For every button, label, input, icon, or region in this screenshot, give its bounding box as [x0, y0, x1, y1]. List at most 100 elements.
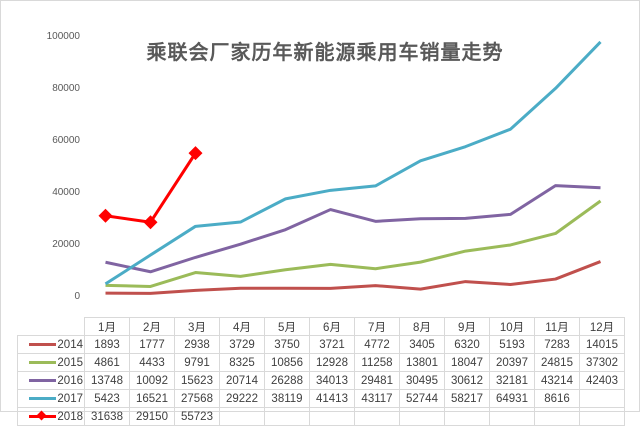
legend-entry: 2018 [17, 407, 85, 426]
table-cell: 31638 [84, 407, 130, 426]
legend-line-icon [29, 410, 57, 421]
table-cell: 29150 [129, 407, 175, 426]
table-cell: 1893 [84, 335, 130, 354]
table-cell: 29481 [354, 371, 400, 390]
table-cell: 55723 [174, 407, 220, 426]
data-table: 1月 2月 3月 4月 5月 6月 7月 8月 9月 10月 11月 12月 2014 1893 1777… [17, 317, 625, 426]
diamond-marker-icon [98, 208, 113, 223]
table-cell: 20397 [489, 353, 535, 372]
legend-entry: 2017 [17, 389, 85, 408]
table-cell: 64931 [489, 389, 535, 408]
legend-label: 2016 [57, 374, 83, 387]
chart-title: 乘联会厂家历年新能源乘用车销量走势 [146, 42, 504, 64]
series-line-2015 [105, 199, 602, 288]
table-cell: 30612 [444, 371, 490, 390]
diamond-marker-icon [188, 146, 203, 161]
table-cell: 10092 [129, 371, 175, 390]
table-row: 2015 4861 4433 9791 8325 10856 12928 11258 13801… [17, 353, 625, 372]
y-tick-label: 40000 [52, 187, 80, 198]
y-tick-label: 100000 [46, 31, 80, 42]
table-cell [354, 407, 400, 426]
table-cell: 42403 [579, 371, 625, 390]
table-cell [579, 389, 625, 408]
column-header: 4月 [219, 317, 265, 336]
column-header: 2月 [129, 317, 175, 336]
table-cell: 5193 [489, 335, 535, 354]
legend-line-icon [29, 342, 57, 346]
column-header: 10月 [489, 317, 535, 336]
table-cell: 2938 [174, 335, 220, 354]
table-cell: 11258 [354, 353, 400, 372]
table-cell: 3750 [264, 335, 310, 354]
table-cell [489, 407, 535, 426]
table-cell [399, 407, 445, 426]
legend-line-icon [29, 378, 57, 382]
column-header: 3月 [174, 317, 220, 336]
series-line-2017 [104, 40, 602, 286]
diamond-marker-icon [143, 215, 158, 230]
table-cell: 4772 [354, 335, 400, 354]
table-cell [579, 407, 625, 426]
table-cell: 34013 [309, 371, 355, 390]
table-cell: 32181 [489, 371, 535, 390]
table-cell [534, 407, 580, 426]
legend-entry: 2014 [17, 335, 85, 354]
table-cell: 41413 [309, 389, 355, 408]
table-row: 2014 1893 1777 2938 3729 3750 3721 4772 3405 6320… [17, 335, 625, 354]
y-tick-label: 0 [74, 291, 80, 302]
table-cell: 10856 [264, 353, 310, 372]
table-cell [264, 407, 310, 426]
table-cell: 6320 [444, 335, 490, 354]
column-header: 1月 [84, 317, 130, 336]
table-cell: 15623 [174, 371, 220, 390]
table-cell: 26288 [264, 371, 310, 390]
table-cell: 3405 [399, 335, 445, 354]
table-cell: 7283 [534, 335, 580, 354]
table-row: 2017 5423 16521 27568 29222 38119 41413 43117 52… [17, 389, 625, 408]
legend-label: 2014 [57, 338, 83, 351]
table-cell: 1777 [129, 335, 175, 354]
y-tick-label: 60000 [52, 135, 80, 146]
table-cell: 13748 [84, 371, 130, 390]
column-header: 7月 [354, 317, 400, 336]
legend-entry: 2015 [17, 353, 85, 372]
table-cell: 3729 [219, 335, 265, 354]
table-corner [17, 317, 85, 336]
table-cell: 14015 [579, 335, 625, 354]
column-header: 11月 [534, 317, 580, 336]
table-cell: 5423 [84, 389, 130, 408]
table-cell [309, 407, 355, 426]
table-cell: 30495 [399, 371, 445, 390]
legend-label: 2017 [57, 392, 83, 405]
table-cell: 8616 [534, 389, 580, 408]
y-tick-label: 80000 [52, 83, 80, 94]
legend-entry: 2016 [17, 371, 85, 390]
table-row: 2016 13748 10092 15623 20714 26288 34013 29481 3… [17, 371, 625, 390]
table-cell: 24815 [534, 353, 580, 372]
table-cell: 37302 [579, 353, 625, 372]
table-cell: 18047 [444, 353, 490, 372]
table-cell: 38119 [264, 389, 310, 408]
table-cell: 4433 [129, 353, 175, 372]
diamond-marker-icon [36, 410, 47, 421]
column-header: 6月 [309, 317, 355, 336]
series-line-2018 [105, 152, 197, 224]
column-header: 12月 [579, 317, 625, 336]
legend-label: 2015 [57, 356, 83, 369]
table-cell: 43117 [354, 389, 400, 408]
table-cell: 52744 [399, 389, 445, 408]
table-cell: 27568 [174, 389, 220, 408]
table-cell: 9791 [174, 353, 220, 372]
table-cell: 16521 [129, 389, 175, 408]
table-cell: 8325 [219, 353, 265, 372]
column-header: 8月 [399, 317, 445, 336]
table-cell: 29222 [219, 389, 265, 408]
y-tick-label: 20000 [52, 239, 80, 250]
table-cell: 13801 [399, 353, 445, 372]
table-row: 2018 31638 29150 55723 [17, 407, 625, 426]
legend-line-icon [29, 360, 57, 364]
table-cell: 43214 [534, 371, 580, 390]
column-header: 5月 [264, 317, 310, 336]
table-header-row: 1月 2月 3月 4月 5月 6月 7月 8月 9月 10月 11月 12月 [17, 317, 625, 336]
legend-label: 2018 [57, 410, 83, 423]
